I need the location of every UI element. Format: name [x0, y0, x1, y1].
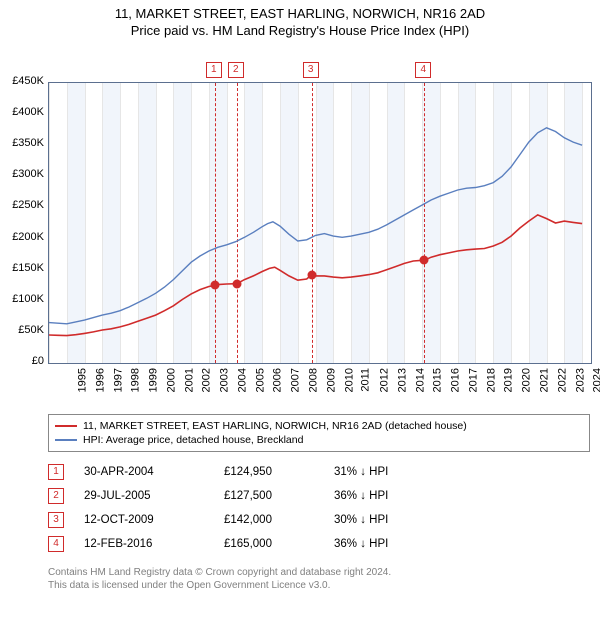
event-date: 12-OCT-2009	[84, 514, 224, 526]
event-row: 4 12-FEB-2016£165,00036% ↓ HPI	[48, 532, 590, 556]
x-tick-label: 2011	[360, 368, 372, 392]
event-pct: 36% ↓ HPI	[334, 538, 444, 550]
y-tick-label: £0	[0, 355, 44, 367]
x-tick-label: 1998	[130, 368, 142, 392]
x-tick-label: 2022	[556, 368, 568, 392]
x-tick-label: 2000	[165, 368, 177, 392]
footer-line-2: This data is licensed under the Open Gov…	[48, 579, 590, 592]
y-tick-label: £350K	[0, 137, 44, 149]
y-tick-label: £300K	[0, 168, 44, 180]
page: 11, MARKET STREET, EAST HARLING, NORWICH…	[0, 0, 600, 592]
event-price: £127,500	[224, 490, 334, 502]
y-tick-label: £100K	[0, 293, 44, 305]
event-pct: 36% ↓ HPI	[334, 490, 444, 502]
chart: 12 3 4 £0 £50K £100K £150K £200K £250K £300K £350K…	[0, 38, 600, 408]
x-tick-label: 1999	[148, 368, 160, 392]
event-marker-box: 2	[228, 62, 244, 78]
event-dot	[307, 270, 316, 279]
series-hpi	[49, 128, 582, 324]
x-tick-label: 2018	[485, 368, 497, 392]
footer-line-1: Contains HM Land Registry data © Crown c…	[48, 566, 590, 579]
event-number: 2	[48, 488, 64, 504]
x-tick-label: 2014	[414, 368, 426, 392]
event-dot	[232, 279, 241, 288]
x-tick-label: 2020	[521, 368, 533, 392]
title-line-2: Price paid vs. HM Land Registry's House …	[0, 23, 600, 38]
legend-label: HPI: Average price, detached house, Brec…	[83, 434, 303, 446]
plot-area	[48, 82, 592, 364]
legend-label: 11, MARKET STREET, EAST HARLING, NORWICH…	[83, 420, 467, 432]
event-price: £165,000	[224, 538, 334, 550]
event-date: 29-JUL-2005	[84, 490, 224, 502]
x-tick-label: 2009	[325, 368, 337, 392]
events-table: 1 30-APR-2004£124,95031% ↓ HPI 2 29-JUL-200…	[48, 460, 590, 556]
event-dot	[210, 281, 219, 290]
y-tick-label: £400K	[0, 106, 44, 118]
y-tick-label: £450K	[0, 75, 44, 87]
y-tick-label: £50K	[0, 324, 44, 336]
x-tick-label: 2017	[467, 368, 479, 392]
x-tick-label: 2015	[432, 368, 444, 392]
title-line-1: 11, MARKET STREET, EAST HARLING, NORWICH…	[0, 6, 600, 21]
x-tick-label: 2006	[272, 368, 284, 392]
x-tick-label: 2012	[379, 368, 391, 392]
x-tick-label: 2003	[219, 368, 231, 392]
x-tick-label: 2010	[343, 368, 355, 392]
x-tick-label: 2001	[183, 368, 195, 392]
event-number: 3	[48, 512, 64, 528]
event-price: £142,000	[224, 514, 334, 526]
x-tick-label: 2021	[539, 368, 551, 392]
x-tick-label: 1995	[76, 368, 88, 392]
legend-row: HPI: Average price, detached house, Brec…	[55, 433, 583, 447]
series-lines	[49, 83, 591, 363]
legend-swatch	[55, 439, 77, 441]
x-tick-label: 2008	[308, 368, 320, 392]
event-marker-box: 4	[415, 62, 431, 78]
y-tick-label: £150K	[0, 262, 44, 274]
event-marker-box: 1	[206, 62, 222, 78]
event-number: 4	[48, 536, 64, 552]
legend: 11, MARKET STREET, EAST HARLING, NORWICH…	[48, 414, 590, 452]
event-row: 2 29-JUL-2005£127,50036% ↓ HPI	[48, 484, 590, 508]
event-price: £124,950	[224, 466, 334, 478]
y-tick-label: £200K	[0, 231, 44, 243]
legend-swatch	[55, 425, 77, 427]
event-dot	[420, 256, 429, 265]
x-tick-label: 2019	[503, 368, 515, 392]
x-tick-label: 2007	[290, 368, 302, 392]
x-tick-label: 2023	[574, 368, 586, 392]
event-row: 1 30-APR-2004£124,95031% ↓ HPI	[48, 460, 590, 484]
event-date: 12-FEB-2016	[84, 538, 224, 550]
titles: 11, MARKET STREET, EAST HARLING, NORWICH…	[0, 0, 600, 38]
x-tick-label: 2002	[201, 368, 213, 392]
x-tick-label: 2024	[592, 368, 600, 392]
event-marker-box: 3	[303, 62, 319, 78]
x-tick-label: 1996	[94, 368, 106, 392]
y-tick-label: £250K	[0, 199, 44, 211]
event-number: 1	[48, 464, 64, 480]
x-tick-label: 2013	[396, 368, 408, 392]
event-pct: 30% ↓ HPI	[334, 514, 444, 526]
x-tick-label: 2005	[254, 368, 266, 392]
x-tick-label: 2004	[236, 368, 248, 392]
x-tick-label: 2016	[450, 368, 462, 392]
event-pct: 31% ↓ HPI	[334, 466, 444, 478]
legend-row: 11, MARKET STREET, EAST HARLING, NORWICH…	[55, 419, 583, 433]
event-row: 3 12-OCT-2009£142,00030% ↓ HPI	[48, 508, 590, 532]
x-tick-label: 1997	[112, 368, 124, 392]
footer: Contains HM Land Registry data © Crown c…	[48, 566, 590, 592]
event-date: 30-APR-2004	[84, 466, 224, 478]
